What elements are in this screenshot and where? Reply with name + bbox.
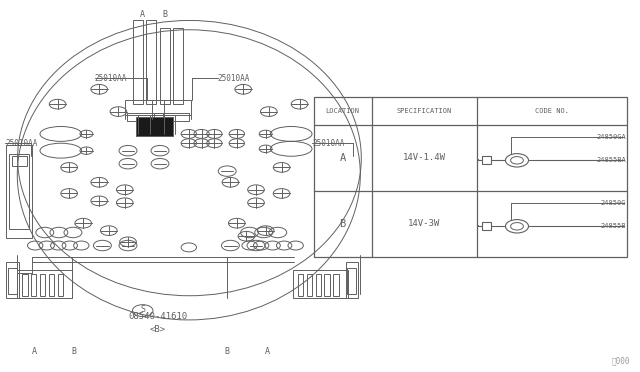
Text: A: A xyxy=(339,153,346,163)
Text: B: B xyxy=(72,347,77,356)
Text: 25010AA: 25010AA xyxy=(312,139,345,148)
Bar xyxy=(307,274,312,296)
Bar xyxy=(346,262,358,298)
Bar xyxy=(173,28,183,104)
Bar xyxy=(154,113,189,121)
Bar xyxy=(12,156,27,166)
Bar xyxy=(324,274,330,296)
Bar xyxy=(482,222,491,230)
Bar xyxy=(333,274,339,296)
Text: LOCATION: LOCATION xyxy=(326,108,360,114)
Bar xyxy=(316,274,321,296)
Text: 24855B: 24855B xyxy=(600,223,626,229)
Text: SPECIFICATION: SPECIFICATION xyxy=(397,108,452,114)
Text: 14V-3W: 14V-3W xyxy=(408,219,440,228)
Bar xyxy=(160,28,170,104)
Bar xyxy=(152,100,191,115)
Bar xyxy=(314,97,627,257)
Text: A: A xyxy=(265,347,270,356)
Text: 14V-1.4W: 14V-1.4W xyxy=(403,153,445,162)
Bar xyxy=(136,117,173,136)
Bar xyxy=(146,20,156,104)
Text: 24855BA: 24855BA xyxy=(596,157,626,163)
Text: CODE NO.: CODE NO. xyxy=(535,108,569,114)
Bar xyxy=(8,268,17,294)
Text: 08540-41610: 08540-41610 xyxy=(129,312,188,321)
Bar xyxy=(17,270,72,298)
Text: A: A xyxy=(32,347,37,356)
Bar xyxy=(49,274,54,296)
Bar xyxy=(127,113,163,121)
Text: ㉈000: ㉈000 xyxy=(612,356,630,365)
Text: B: B xyxy=(339,219,346,229)
Bar xyxy=(31,274,36,296)
Bar xyxy=(482,156,491,164)
Text: 25010AA: 25010AA xyxy=(95,74,127,83)
Bar xyxy=(298,274,303,296)
Bar xyxy=(9,154,29,229)
Text: B: B xyxy=(225,347,230,356)
Bar xyxy=(40,274,45,296)
Bar xyxy=(293,270,348,298)
Bar xyxy=(6,145,32,238)
Text: 25010AA: 25010AA xyxy=(218,74,250,83)
Text: S: S xyxy=(140,305,145,314)
Text: A: A xyxy=(140,10,145,19)
Text: B: B xyxy=(163,10,168,19)
Text: 24850GA: 24850GA xyxy=(596,134,626,140)
Text: 25010AA: 25010AA xyxy=(5,139,38,148)
Bar xyxy=(6,262,19,298)
Bar xyxy=(347,268,356,294)
Text: <B>: <B> xyxy=(150,325,166,334)
Bar xyxy=(125,100,164,115)
Bar xyxy=(58,274,63,296)
Bar xyxy=(133,20,143,104)
Bar xyxy=(22,274,28,296)
Text: 24850G: 24850G xyxy=(600,200,626,206)
